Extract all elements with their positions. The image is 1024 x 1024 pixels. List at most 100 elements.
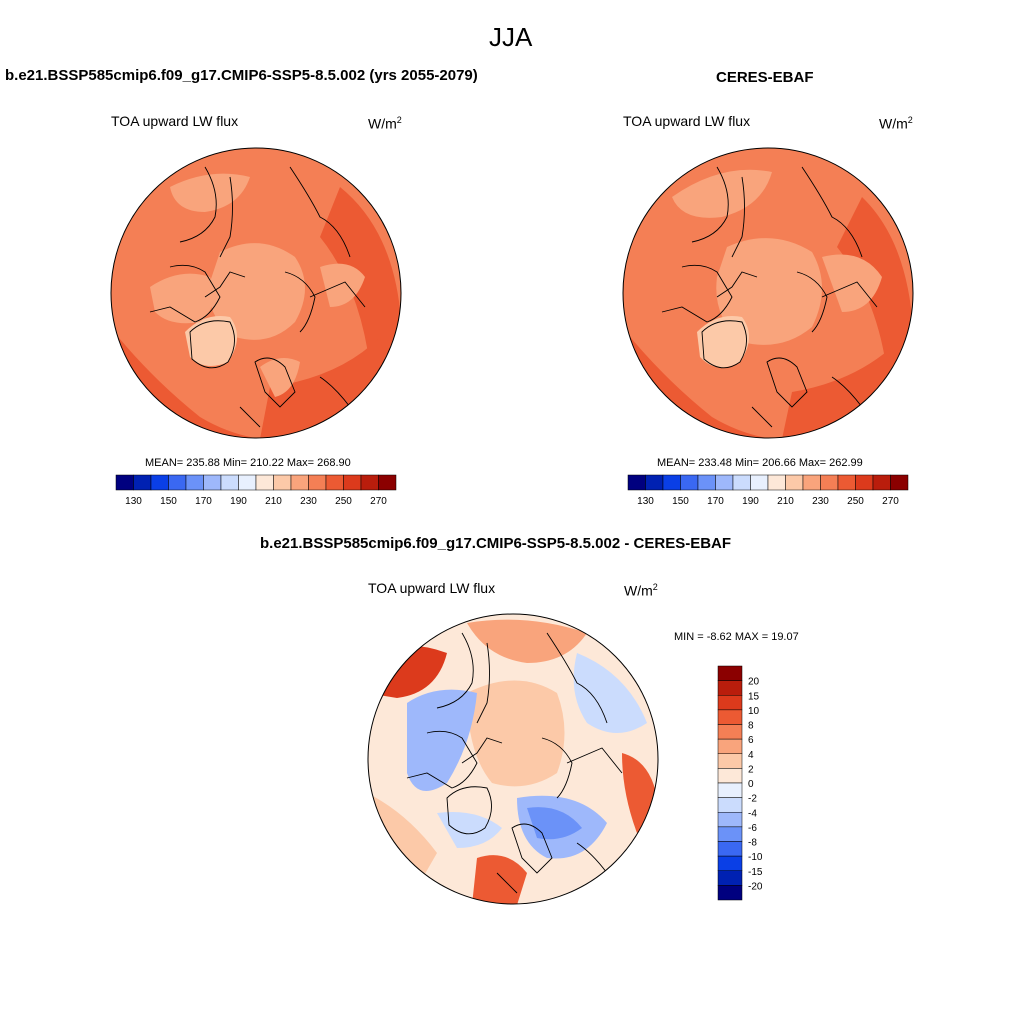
obs-units-exponent: 2	[907, 115, 913, 125]
diff-panel-title: b.e21.BSSP585cmip6.f09_g17.CMIP6-SSP5-8.…	[260, 535, 732, 552]
colorbar-cell	[750, 474, 769, 491]
colorbar-tick-label: -15	[748, 867, 763, 878]
colorbar-tick-label: 150	[672, 496, 689, 507]
colorbar-cell	[890, 474, 909, 491]
obs-stats: MEAN= 233.48 Min= 206.66 Max= 262.99	[657, 457, 863, 469]
colorbar-tick-label: 15	[748, 691, 760, 702]
obs-field-north-pacific-low	[672, 169, 772, 218]
colorbar-cell	[717, 812, 743, 828]
colorbar-cell	[255, 474, 274, 491]
colorbar-cell	[185, 474, 204, 491]
colorbar-cell	[837, 474, 856, 491]
model-field-scandinavia-low	[260, 358, 300, 397]
diff-field-neg-south	[437, 812, 502, 848]
colorbar-tick-label: 0	[748, 779, 754, 790]
colorbar-cell	[343, 474, 362, 491]
colorbar-tick-label: 4	[748, 750, 754, 761]
colorbar-cell	[645, 474, 664, 491]
colorbar-cell	[717, 665, 743, 681]
colorbar-tick-label: 210	[777, 496, 794, 507]
colorbar-cell	[133, 474, 152, 491]
colorbar-cell	[715, 474, 734, 491]
colorbar-cell	[717, 826, 743, 842]
colorbar-cell	[802, 474, 821, 491]
colorbar-cell	[290, 474, 309, 491]
colorbar-cell	[717, 768, 743, 784]
model-field-canada-low	[150, 273, 214, 324]
colorbar-tick-label: 270	[370, 496, 387, 507]
diff-units-exponent: 2	[652, 582, 658, 592]
colorbar-cell	[820, 474, 839, 491]
model-polar-map	[110, 147, 402, 439]
colorbar-tick-label: 190	[742, 496, 759, 507]
model-units-base: W/m	[368, 115, 397, 132]
model-units-exponent: 2	[396, 115, 402, 125]
diff-colorbar-cells	[717, 665, 743, 901]
obs-coastlines	[661, 166, 878, 428]
colorbar-cell	[150, 474, 169, 491]
colorbar-cell	[717, 841, 743, 857]
colorbar-cell	[168, 474, 187, 491]
diff-stats: MIN = -8.62 MAX = 19.07	[674, 631, 799, 643]
colorbar-cell	[717, 695, 743, 711]
diff-field-neg-northeast	[573, 653, 647, 733]
colorbar-cell	[767, 474, 786, 491]
colorbar-cell	[872, 474, 891, 491]
obs-variable-label: TOA upward LW flux	[623, 113, 751, 129]
obs-panel-title: CERES-EBAF	[716, 69, 814, 86]
colorbar-cell	[203, 474, 222, 491]
obs-colorbar: 130 150 170 190 210 230 250 270	[627, 474, 909, 507]
colorbar-tick-label: -10	[748, 852, 763, 863]
model-variable-label: TOA upward LW flux	[111, 113, 239, 129]
colorbar-tick-label: -2	[748, 794, 757, 805]
colorbar-cell	[785, 474, 804, 491]
model-coastlines	[149, 166, 366, 428]
obs-field-east-low	[822, 254, 882, 312]
diff-variable-label: TOA upward LW flux	[368, 580, 496, 596]
diff-units-label: W/m2	[624, 582, 658, 599]
model-field-north-pacific-low	[170, 173, 250, 212]
model-field-arctic-low	[209, 243, 305, 340]
colorbar-cell	[627, 474, 646, 491]
colorbar-tick-label: 6	[748, 735, 754, 746]
colorbar-tick-label: 130	[125, 496, 142, 507]
colorbar-cell	[717, 709, 743, 725]
colorbar-tick-label: 250	[335, 496, 352, 507]
diff-coastlines	[406, 632, 623, 894]
model-field-greenland-low	[185, 316, 238, 366]
colorbar-tick-label: 170	[195, 496, 212, 507]
colorbar-cell	[220, 474, 239, 491]
colorbar-cell	[308, 474, 327, 491]
colorbar-tick-label: 150	[160, 496, 177, 507]
model-colorbar-cells	[115, 474, 397, 491]
colorbar-tick-label: -6	[748, 823, 757, 834]
obs-field-greenland-low	[697, 316, 750, 368]
colorbar-cell	[378, 474, 397, 491]
colorbar-cell	[717, 855, 743, 871]
colorbar-cell	[238, 474, 257, 491]
colorbar-cell	[360, 474, 379, 491]
colorbar-tick-label: 190	[230, 496, 247, 507]
colorbar-cell	[732, 474, 751, 491]
colorbar-cell	[680, 474, 699, 491]
obs-polar-map	[622, 147, 914, 439]
figure-title: JJA	[489, 22, 533, 52]
colorbar-cell	[717, 680, 743, 696]
colorbar-tick-label: 2	[748, 764, 754, 775]
colorbar-tick-label: 170	[707, 496, 724, 507]
colorbar-cell	[115, 474, 134, 491]
colorbar-cell	[697, 474, 716, 491]
colorbar-tick-label: 10	[748, 706, 760, 717]
colorbar-tick-label: 8	[748, 721, 754, 732]
colorbar-tick-label: -8	[748, 838, 757, 849]
obs-colorbar-labels: 130 150 170 190 210 230 250 270	[637, 496, 899, 507]
obs-units-base: W/m	[879, 115, 908, 132]
diff-units-base: W/m	[624, 582, 653, 599]
colorbar-tick-label: 230	[812, 496, 829, 507]
colorbar-cell	[717, 738, 743, 754]
obs-units-label: W/m2	[879, 115, 913, 132]
diff-field-pos-south	[472, 855, 527, 904]
colorbar-tick-label: 230	[300, 496, 317, 507]
colorbar-cell	[273, 474, 292, 491]
